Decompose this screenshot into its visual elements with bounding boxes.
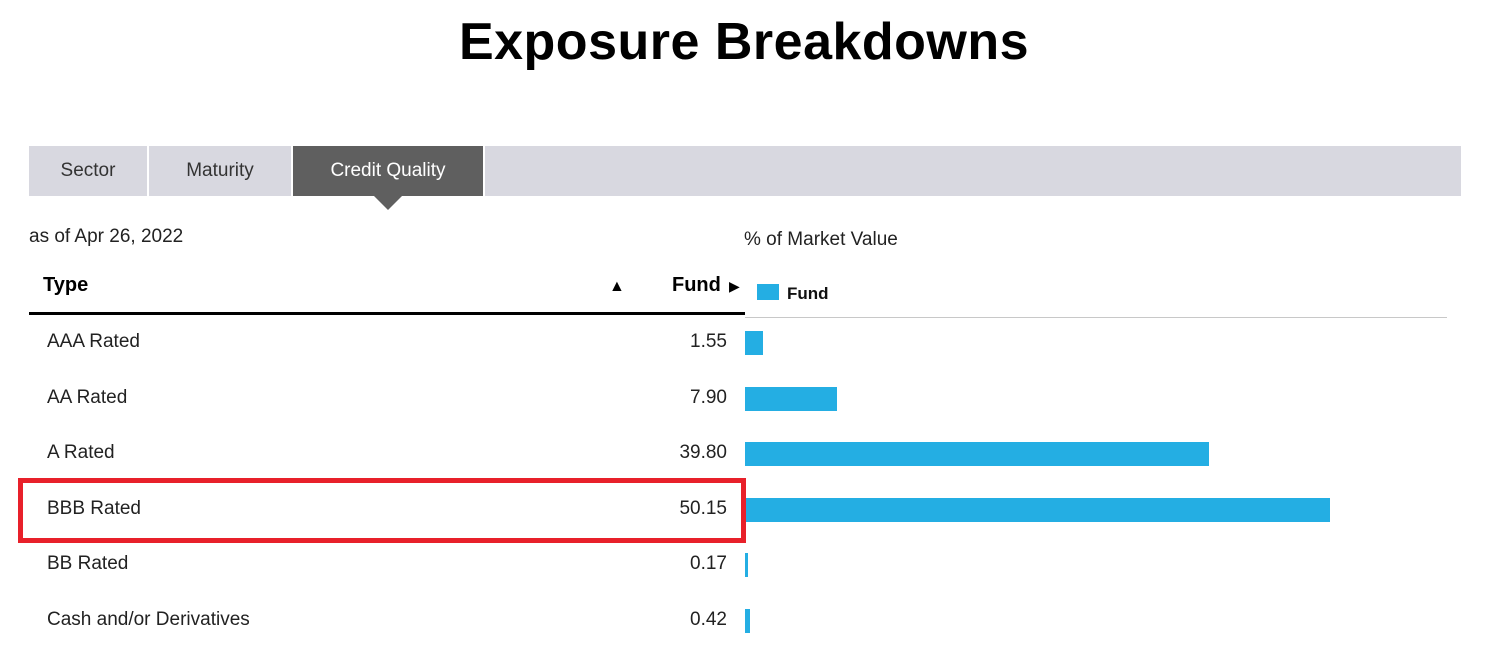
row-fund-value: 1.55 <box>690 331 727 352</box>
chart-title: % of Market Value <box>744 229 898 250</box>
tab-sector[interactable]: Sector <box>29 146 149 196</box>
row-fund-value: 7.90 <box>690 386 727 408</box>
row-fund-value: 0.17 <box>690 553 727 575</box>
bar-cash-and-or-derivatives[interactable] <box>745 609 750 633</box>
bar-bb-rated[interactable] <box>745 553 748 578</box>
legend-swatch-fund <box>757 284 779 300</box>
row-type-label: A Rated <box>47 442 115 464</box>
row-type-label: Cash and/or Derivatives <box>47 609 250 630</box>
tab-maturity[interactable]: Maturity <box>149 146 293 196</box>
column-header-type[interactable]: Type <box>43 274 89 296</box>
bar-aa-rated[interactable] <box>745 386 838 411</box>
bar-a-rated[interactable] <box>745 442 1210 467</box>
row-type-label: AAA Rated <box>47 331 140 352</box>
row-fund-value: 39.80 <box>679 442 727 464</box>
bar-bbb-rated[interactable] <box>745 497 1331 522</box>
sort-ascending-icon[interactable]: ▲ <box>609 278 625 295</box>
bar-aaa-rated[interactable] <box>745 331 764 355</box>
header-divider <box>29 312 745 315</box>
row-type-label: AA Rated <box>47 386 128 408</box>
legend-label-fund: Fund <box>787 284 829 303</box>
chart-divider <box>745 317 1447 318</box>
column-header-fund[interactable]: Fund <box>672 274 721 296</box>
row-fund-value: 50.15 <box>679 497 727 519</box>
row-type-label: BBB Rated <box>47 497 141 519</box>
row-fund-value: 0.42 <box>690 609 727 630</box>
page-title: Exposure Breakdowns <box>458 13 1030 71</box>
as-of-date: as of Apr 26, 2022 <box>29 226 184 247</box>
row-type-label: BB Rated <box>47 553 129 575</box>
sort-fund-icon[interactable]: ▶ <box>729 278 740 294</box>
tab-credit-quality[interactable]: Credit Quality <box>293 146 485 210</box>
tab-bar: Sector Maturity Credit Quality <box>29 146 1461 210</box>
